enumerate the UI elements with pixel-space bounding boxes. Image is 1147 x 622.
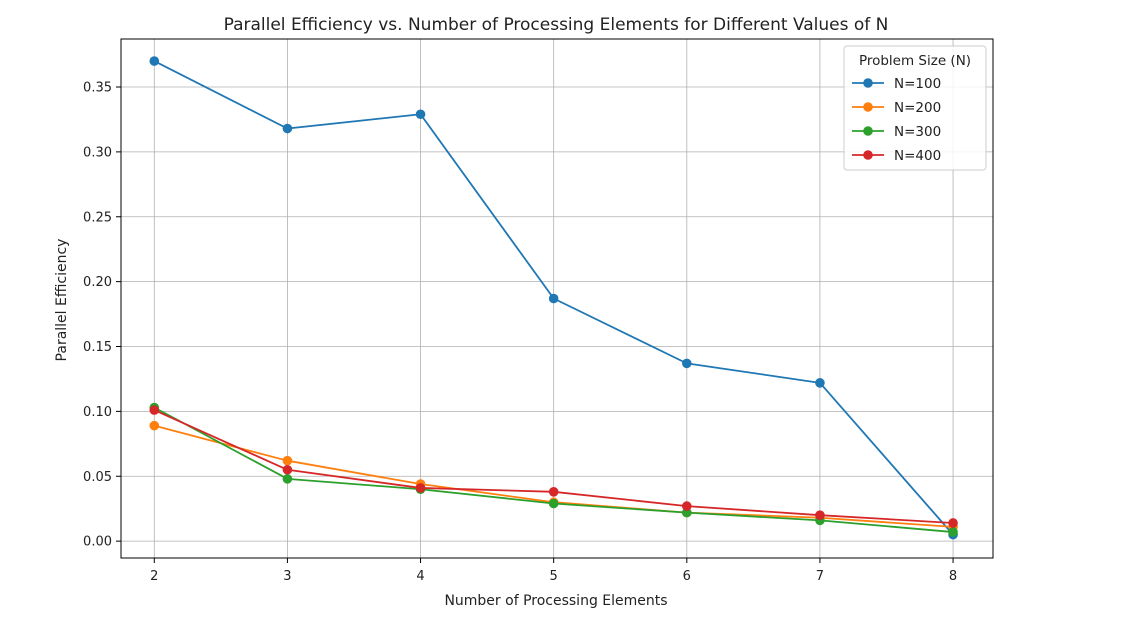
y-tick-label: 0.15 — [83, 340, 112, 355]
data-point — [282, 123, 293, 134]
legend-label: N=300 — [894, 124, 941, 140]
legend-label: N=400 — [894, 148, 941, 164]
data-point — [682, 358, 692, 369]
data-point — [149, 56, 160, 66]
data-point — [815, 510, 825, 520]
legend-entry: N=200 — [852, 100, 941, 116]
y-tick-label: 0.00 — [83, 535, 112, 550]
legend-entry: N=100 — [852, 76, 941, 92]
legend-swatch-marker — [863, 126, 873, 136]
series-n-400 — [149, 405, 958, 528]
y-axis-label: Parallel Efficiency — [54, 239, 70, 362]
data-point — [948, 527, 958, 537]
data-point — [149, 420, 160, 431]
data-point — [415, 483, 426, 493]
series-lines — [149, 56, 958, 540]
data-point — [948, 518, 958, 528]
legend-entry: N=300 — [852, 124, 941, 140]
legend-box — [843, 45, 987, 171]
data-point — [815, 378, 825, 388]
x-tick-label: 6 — [683, 569, 691, 584]
y-tick-label: 0.35 — [83, 81, 112, 96]
data-point — [282, 464, 293, 475]
y-tick-label: 0.30 — [83, 145, 112, 160]
data-point — [149, 405, 160, 415]
legend-swatch-marker — [863, 78, 873, 88]
legend-label: N=100 — [894, 76, 941, 92]
legend-swatch-marker — [863, 102, 873, 112]
legend-swatch-marker — [863, 150, 873, 160]
plot-frame — [120, 38, 994, 559]
x-tick-label: 2 — [150, 569, 158, 584]
x-tick-label: 8 — [949, 569, 957, 584]
data-point — [548, 498, 559, 509]
y-tick-label: 0.25 — [83, 210, 112, 225]
y-axis-ticks: 0.00 0.05 0.10 0.15 0.20 0.25 0.30 0.35 — [83, 81, 121, 550]
chart-title: Parallel Efficiency vs. Number of Proces… — [224, 15, 889, 35]
data-point — [548, 293, 559, 304]
legend-entry: N=400 — [852, 148, 941, 164]
legend: Problem Size (N) N=100 N=200 N=300 N=400 — [843, 45, 987, 171]
x-axis-ticks: 2 3 4 5 6 7 8 — [150, 558, 957, 584]
y-tick-label: 0.05 — [83, 470, 112, 485]
data-point — [282, 455, 293, 466]
legend-label: N=200 — [894, 100, 941, 116]
y-tick-label: 0.10 — [83, 405, 112, 420]
x-tick-label: 3 — [283, 569, 291, 584]
data-point — [548, 487, 559, 497]
x-tick-label: 7 — [816, 569, 824, 584]
data-point — [682, 501, 692, 511]
data-point — [282, 474, 293, 484]
data-point — [415, 109, 426, 120]
y-tick-label: 0.20 — [83, 275, 112, 290]
legend-title: Problem Size (N) — [859, 53, 971, 69]
x-axis-label: Number of Processing Elements — [444, 593, 667, 609]
x-tick-label: 5 — [550, 569, 558, 584]
x-tick-label: 4 — [416, 569, 424, 584]
